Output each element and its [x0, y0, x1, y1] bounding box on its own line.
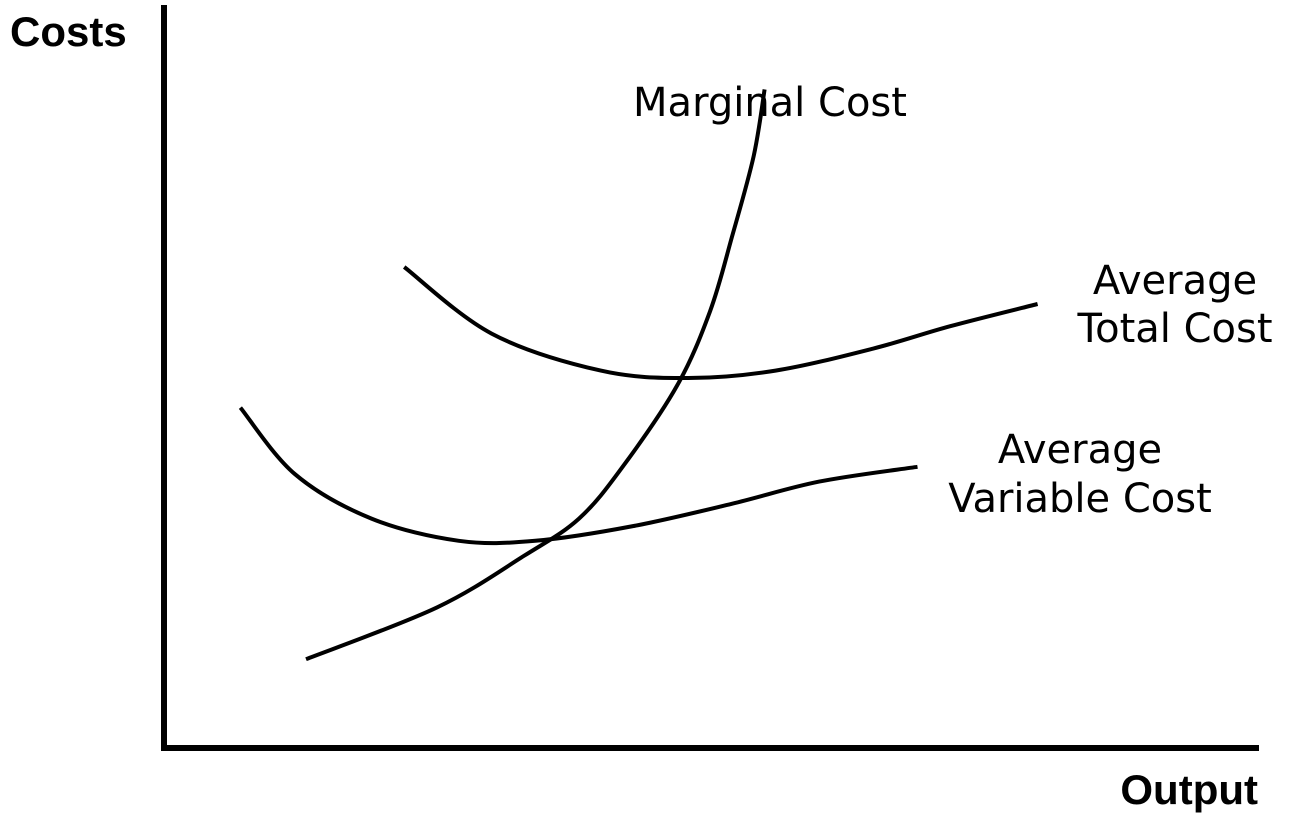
average-total-cost-label: Average Total Cost — [1076, 258, 1272, 352]
average-total-cost-curve — [402, 265, 1039, 380]
x-axis-title: Output — [1120, 766, 1258, 813]
average-variable-cost-curve — [238, 406, 918, 546]
marginal-cost-label-line: Marginal Cost — [633, 80, 907, 126]
average-variable-cost-label: Average Variable Cost — [948, 427, 1212, 522]
average-variable-cost-label-line: Variable Cost — [948, 476, 1212, 522]
average-total-cost-label-line: Total Cost — [1076, 306, 1272, 352]
marginal-cost-label: Marginal Cost — [633, 80, 907, 126]
average-total-cost-label-line: Average — [1093, 258, 1257, 304]
average-variable-cost-label-line: Average — [998, 427, 1162, 473]
marginal-cost-curve — [305, 89, 767, 662]
y-axis-title: Costs — [10, 8, 127, 55]
curves-layer — [238, 89, 1039, 662]
